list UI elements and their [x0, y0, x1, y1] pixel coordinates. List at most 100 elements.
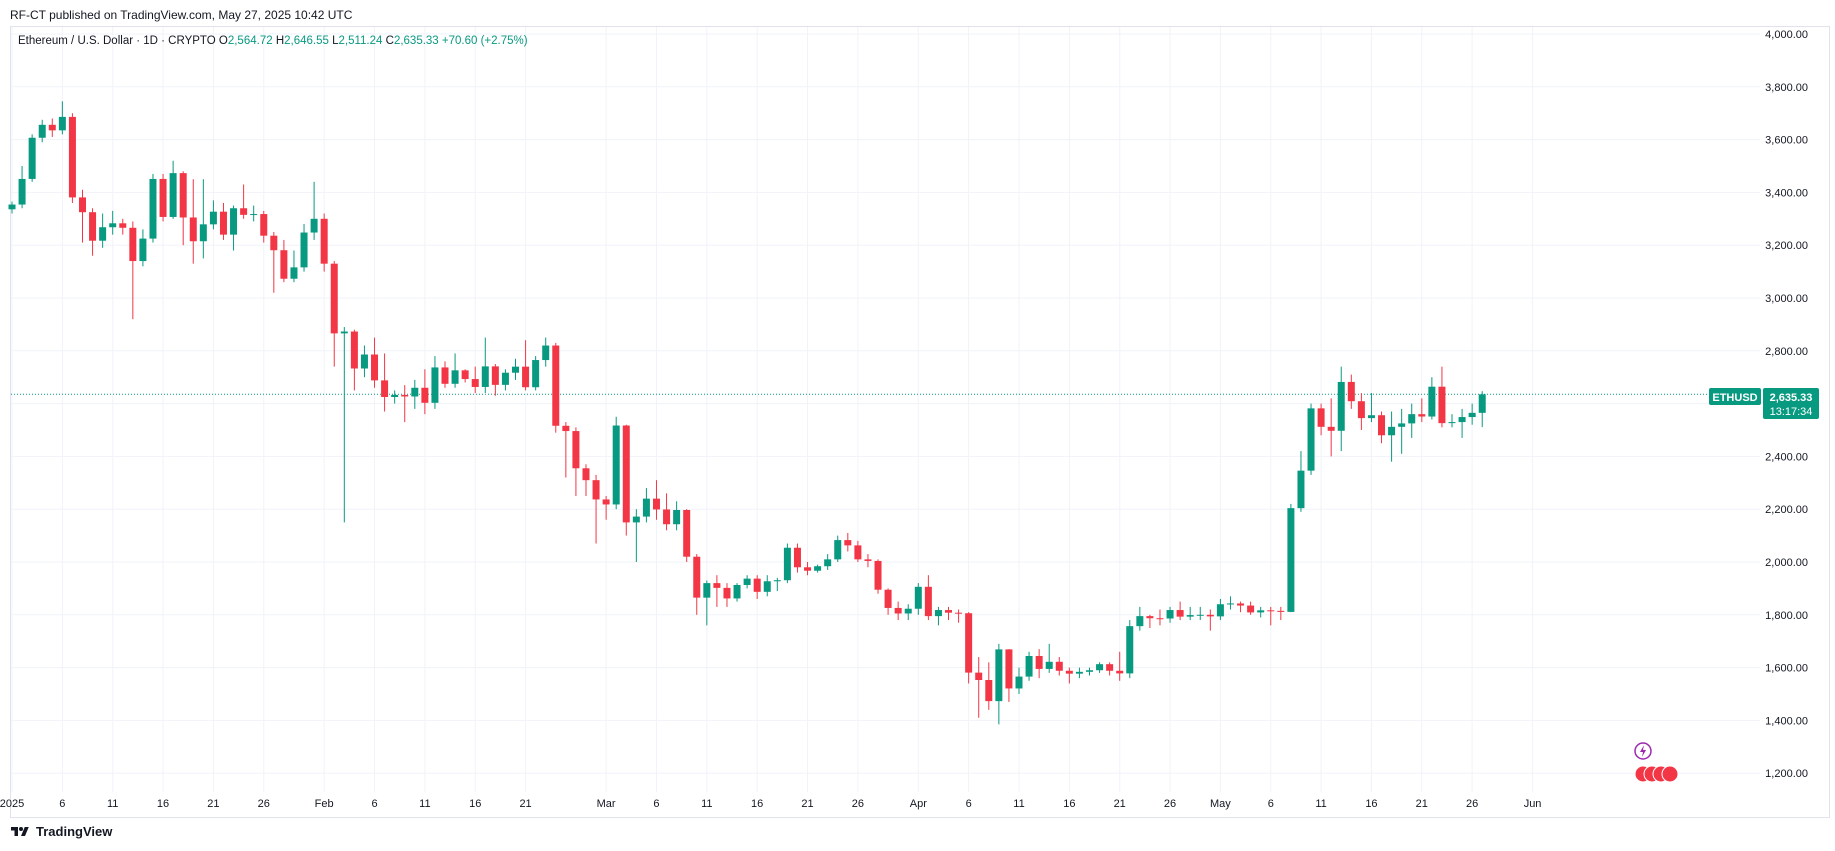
candle-body — [1479, 394, 1486, 412]
x-tick-label: 21 — [801, 798, 813, 810]
x-tick-label: 16 — [751, 798, 763, 810]
candle-body — [814, 566, 821, 570]
candle-body — [784, 548, 791, 580]
candle — [875, 559, 882, 593]
candle — [1086, 668, 1093, 676]
candle — [1398, 409, 1405, 454]
candle — [552, 343, 559, 433]
candle — [643, 488, 650, 522]
candle-body — [864, 559, 871, 561]
x-tick-label: 16 — [1365, 798, 1377, 810]
candle — [1076, 668, 1083, 679]
candle-body — [462, 370, 469, 379]
candle — [1096, 662, 1103, 673]
candle-body — [834, 540, 841, 559]
candle-body — [955, 613, 962, 614]
candle — [341, 327, 348, 522]
candle — [29, 134, 36, 182]
candle-body — [200, 224, 207, 241]
candle-body — [492, 366, 499, 384]
candle — [1237, 602, 1244, 613]
candle — [955, 610, 962, 623]
candle — [462, 369, 469, 382]
candles — [9, 101, 1486, 724]
candle — [1126, 620, 1133, 678]
x-tick-label: 11 — [419, 798, 430, 810]
candle-body — [1469, 413, 1476, 417]
candle — [431, 356, 438, 409]
candle-body — [129, 228, 136, 261]
candle-body — [1368, 415, 1375, 418]
candle-body — [995, 649, 1002, 701]
low-value: 2,511.24 — [339, 35, 383, 47]
tradingview-logo-icon — [10, 825, 30, 839]
candle-body — [99, 227, 106, 240]
candle-body — [301, 233, 308, 268]
candle-body — [1287, 508, 1294, 612]
candle-body — [1227, 603, 1234, 604]
candle — [1408, 404, 1415, 438]
candle-body — [482, 366, 489, 387]
candle-body — [1207, 615, 1214, 617]
candle-body — [1438, 387, 1445, 423]
candle-body — [582, 468, 589, 480]
x-tick-label: 11 — [1013, 798, 1024, 810]
x-tick-label: Apr — [910, 798, 927, 810]
candle — [210, 200, 217, 229]
candle — [663, 493, 670, 530]
candle-body — [502, 373, 509, 385]
high-label: H — [276, 35, 284, 47]
candle-body — [844, 540, 851, 545]
candle-body — [1378, 415, 1385, 435]
candle — [844, 533, 851, 551]
candle-body — [723, 588, 730, 599]
candle-body — [452, 370, 459, 383]
candle-body — [1116, 671, 1123, 674]
close-label: C — [386, 35, 394, 47]
candle-body — [1247, 606, 1254, 613]
candle-body — [19, 179, 26, 205]
candle — [1328, 398, 1335, 456]
candle — [1388, 412, 1395, 462]
candle-body — [1449, 422, 1456, 423]
candle — [1207, 610, 1214, 631]
candle — [542, 338, 549, 367]
price-tag: ETHUSD 2,635.33 13:17:34 — [1709, 388, 1819, 419]
candle — [1297, 451, 1304, 512]
candle-body — [1318, 408, 1325, 426]
us-flag-event-icon[interactable] — [1662, 766, 1678, 782]
candle — [472, 367, 479, 393]
candle — [1459, 409, 1466, 438]
candle-body — [89, 212, 96, 241]
candle-body — [965, 613, 972, 672]
candle — [1026, 652, 1033, 681]
candle — [683, 509, 690, 562]
candle — [1267, 607, 1274, 625]
candle-body — [542, 346, 549, 361]
candle-body — [744, 579, 751, 585]
candle-body — [351, 332, 358, 369]
candle — [260, 211, 267, 243]
candle-body — [1146, 616, 1153, 618]
candle-body — [1308, 408, 1315, 470]
x-tick-label: 16 — [1063, 798, 1075, 810]
candle — [492, 364, 499, 396]
candle-body — [925, 587, 932, 616]
candle — [200, 179, 207, 258]
candle — [270, 232, 277, 293]
candle — [9, 202, 16, 214]
candle — [572, 427, 579, 496]
candle — [1418, 398, 1425, 422]
candle — [995, 644, 1002, 725]
candle-body — [532, 360, 539, 387]
candle-body — [653, 499, 660, 510]
candle-body — [49, 125, 56, 131]
candle-body — [703, 583, 710, 598]
candle-body — [401, 395, 408, 397]
candle — [411, 380, 418, 409]
x-tick-label: 6 — [371, 798, 377, 810]
x-tick-label: Jun — [1524, 798, 1542, 810]
candle-body — [794, 548, 801, 568]
candle-body — [1328, 427, 1335, 431]
